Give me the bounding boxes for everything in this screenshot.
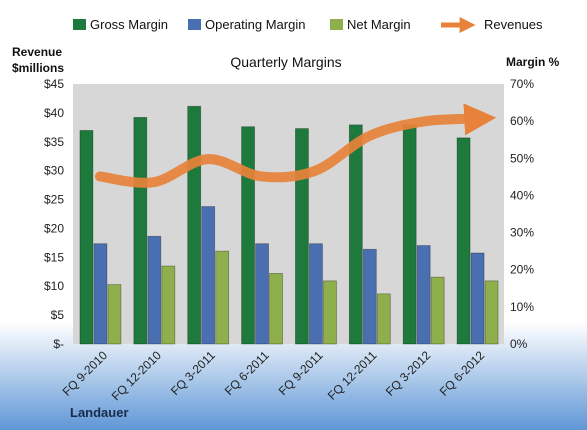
operating-margin-bar xyxy=(470,252,485,345)
right-tick-label: 50% xyxy=(510,151,534,165)
legend-label-gross-margin: Gross Margin xyxy=(90,17,168,32)
revenues-line xyxy=(94,103,497,188)
left-tick-label: $40 xyxy=(44,106,64,120)
gross-margin-bar xyxy=(295,128,309,345)
right-tick-label: 20% xyxy=(510,263,534,277)
operating-margin-bar xyxy=(362,248,377,345)
gross-margin-bar xyxy=(402,124,417,345)
right-tick-label: 30% xyxy=(510,226,534,240)
right-tick-label: 10% xyxy=(510,300,534,314)
operating-margin-bar xyxy=(201,206,216,345)
gross-margin-bar xyxy=(348,124,363,345)
left-tick-label: $10 xyxy=(44,279,64,293)
left-tick-label: $45 xyxy=(44,77,64,91)
bar-series xyxy=(79,105,499,345)
left-tick-label: $15 xyxy=(44,250,64,264)
left-axis-title-line1: Revenue xyxy=(12,45,62,59)
left-tick-label: $30 xyxy=(44,164,64,178)
gross-margin-bar xyxy=(79,130,94,345)
right-tick-label: 0% xyxy=(510,337,528,351)
net-margin-bar xyxy=(161,265,176,345)
legend-swatch-gross-margin xyxy=(73,19,86,30)
legend-label-operating-margin: Operating Margin xyxy=(205,17,305,32)
operating-margin-bar xyxy=(309,243,323,345)
net-margin-bar xyxy=(323,280,337,345)
right-axis-title: Margin % xyxy=(506,55,560,69)
gross-margin-bar xyxy=(456,137,471,345)
gross-margin-bar xyxy=(133,117,148,345)
gross-margin-bar xyxy=(241,126,255,345)
legend-label-net-margin: Net Margin xyxy=(347,17,411,32)
company-name: Landauer xyxy=(70,405,129,420)
legend-label-revenues: Revenues xyxy=(484,17,543,32)
net-margin-bar xyxy=(107,284,122,345)
right-tick-label: 60% xyxy=(510,114,534,128)
left-tick-label: $5 xyxy=(51,308,65,322)
left-tick-label: $35 xyxy=(44,135,64,149)
legend: Gross Margin Operating Margin Net Margin… xyxy=(73,16,543,34)
net-margin-bar xyxy=(215,250,230,345)
left-axis-title-line2: $millions xyxy=(12,61,64,75)
net-margin-bar xyxy=(484,280,499,345)
right-axis: 0% 10% 20% 30% 40% 50% 60% 70% xyxy=(510,77,534,351)
left-axis: $- $5 $10 $15 $20 $25 $30 $35 $40 $45 xyxy=(44,77,64,351)
gross-margin-bar xyxy=(187,105,202,345)
operating-margin-bar xyxy=(147,235,162,345)
chart-title: Quarterly Margins xyxy=(230,54,341,70)
left-tick-label: $25 xyxy=(44,193,64,207)
operating-margin-bar xyxy=(255,243,269,345)
net-margin-bar xyxy=(430,276,445,345)
left-tick-label: $20 xyxy=(44,221,64,235)
right-tick-label: 40% xyxy=(510,188,534,202)
left-tick-label: $- xyxy=(53,337,64,351)
right-tick-label: 70% xyxy=(510,77,534,91)
legend-swatch-operating-margin xyxy=(188,19,201,30)
legend-swatch-net-margin xyxy=(330,19,343,30)
operating-margin-bar xyxy=(416,245,431,345)
net-margin-bar xyxy=(269,273,283,345)
operating-margin-bar xyxy=(93,243,108,345)
revenues-series xyxy=(94,103,497,188)
net-margin-bar xyxy=(376,293,391,345)
